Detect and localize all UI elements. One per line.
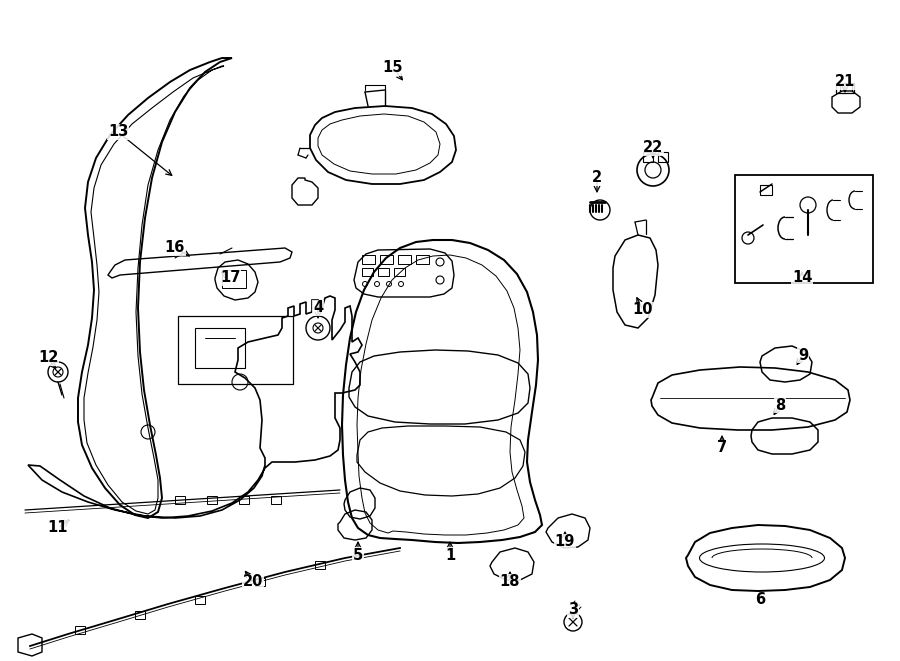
- Text: 5: 5: [353, 547, 363, 563]
- Bar: [735, 175, 873, 283]
- Bar: [195, 328, 245, 368]
- Bar: [378, 268, 389, 276]
- Text: 14: 14: [792, 270, 812, 286]
- Text: 20: 20: [243, 574, 263, 590]
- Bar: [178, 316, 293, 384]
- Bar: [394, 268, 405, 276]
- Text: 4: 4: [313, 301, 323, 315]
- Bar: [195, 596, 205, 604]
- Bar: [362, 268, 373, 276]
- Text: 16: 16: [165, 241, 185, 256]
- Text: 8: 8: [775, 397, 785, 412]
- Text: 21: 21: [835, 75, 855, 89]
- Text: 22: 22: [643, 141, 663, 155]
- Text: 13: 13: [108, 124, 128, 139]
- Bar: [416, 255, 429, 264]
- Bar: [135, 611, 145, 619]
- Bar: [207, 496, 217, 504]
- Bar: [255, 578, 265, 586]
- Text: 7: 7: [717, 440, 727, 455]
- Bar: [658, 152, 668, 162]
- Bar: [760, 185, 772, 195]
- Text: 10: 10: [633, 303, 653, 317]
- Text: 2: 2: [592, 171, 602, 186]
- Bar: [643, 152, 653, 162]
- Bar: [75, 626, 85, 634]
- Bar: [398, 255, 411, 264]
- Text: 12: 12: [38, 350, 58, 366]
- Text: 6: 6: [755, 592, 765, 607]
- Text: 19: 19: [554, 535, 575, 549]
- Text: 3: 3: [568, 602, 578, 617]
- Text: 1: 1: [445, 547, 455, 563]
- Text: 9: 9: [798, 348, 808, 362]
- Text: 15: 15: [382, 61, 403, 75]
- Bar: [380, 255, 393, 264]
- Bar: [271, 496, 281, 504]
- Bar: [222, 270, 246, 288]
- Bar: [836, 83, 854, 93]
- Text: 18: 18: [500, 574, 520, 590]
- Bar: [362, 255, 375, 264]
- Text: 11: 11: [48, 520, 68, 535]
- Bar: [175, 496, 185, 504]
- Text: 17: 17: [220, 270, 240, 286]
- Bar: [239, 496, 249, 504]
- Bar: [315, 561, 325, 569]
